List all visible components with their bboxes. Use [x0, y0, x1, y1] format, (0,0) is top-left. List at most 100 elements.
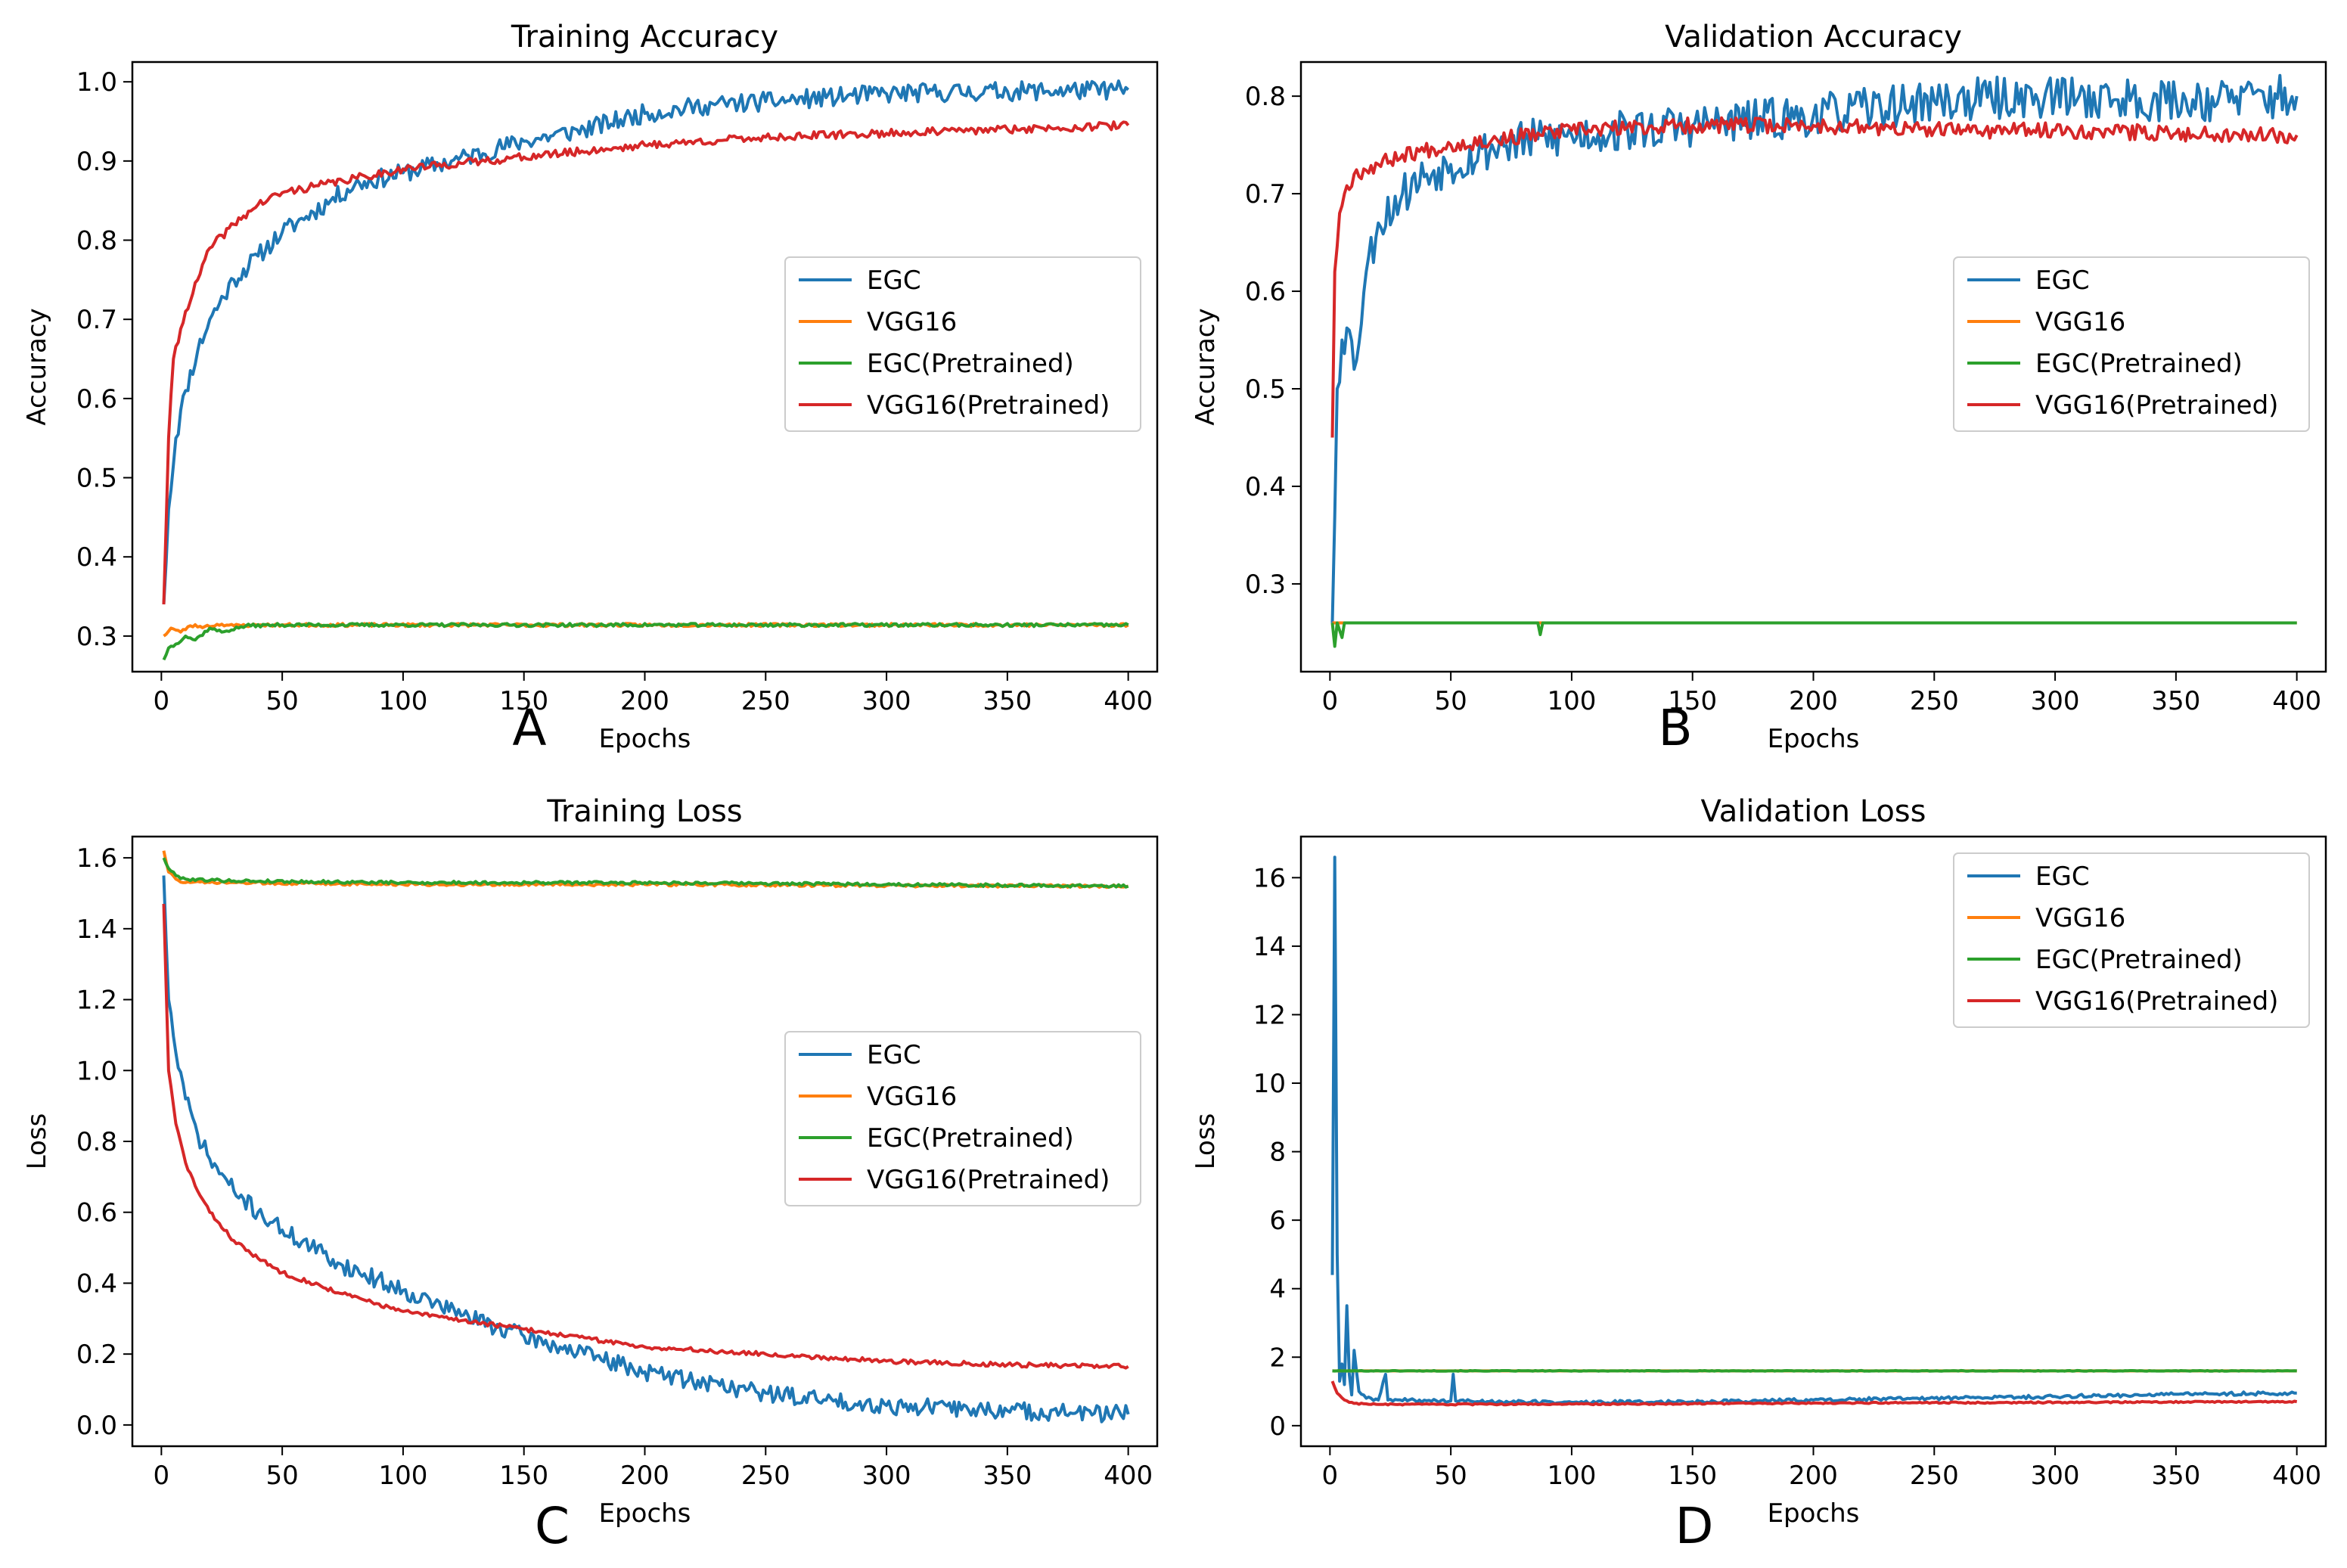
- legend-label: VGG16: [2035, 903, 2125, 933]
- legend: EGC VGG16 EGC(Pretrained) VGG16(Pretrained): [1953, 852, 2310, 1028]
- x-tick-label: 200: [620, 686, 669, 716]
- y-tick-label: 6: [1269, 1206, 1286, 1236]
- y-tick-label: 1.6: [76, 843, 117, 874]
- y-tick-label: 0.4: [76, 1268, 117, 1299]
- chart-title: Training Accuracy: [511, 20, 778, 54]
- legend-box: [784, 256, 1141, 432]
- series-line-egc: [162, 79, 1130, 605]
- x-tick-label: 350: [983, 686, 1032, 716]
- x-tick-label: 150: [1668, 1461, 1717, 1491]
- axes-frame: [1299, 61, 2327, 673]
- x-tick-label: 250: [1910, 686, 1959, 716]
- x-tick-label: 50: [266, 686, 299, 716]
- y-tick-label: 0.0: [76, 1411, 117, 1441]
- axes-frame: [131, 835, 1159, 1448]
- plot-area: [1330, 73, 2299, 648]
- legend-label: VGG16(Pretrained): [2035, 986, 2278, 1017]
- legend: EGC VGG16 EGC(Pretrained) VGG16(Pretrained): [784, 1031, 1141, 1206]
- y-tick-label: 0.5: [1245, 374, 1286, 405]
- y-tick-label: 0.3: [76, 622, 117, 652]
- panel-training-accuracy: Training Accuracy 0 50 100 150 200 250 300 350 40…: [22, 20, 1159, 757]
- y-tick-label: 2: [1269, 1343, 1286, 1373]
- chart-title: Validation Loss: [1701, 794, 1926, 829]
- y-tick-label: 0.8: [1245, 82, 1286, 112]
- y-axis-label: Accuracy: [22, 308, 52, 425]
- y-tick-label: 12: [1253, 1000, 1286, 1030]
- y-tick-label: 10: [1253, 1069, 1286, 1099]
- y-tick-label: 0.6: [76, 384, 117, 415]
- legend-box: [1953, 852, 2310, 1028]
- x-tick-label: 100: [378, 686, 427, 716]
- legend-label: EGC(Pretrained): [2035, 349, 2243, 379]
- x-tick-label: 300: [2031, 1461, 2080, 1491]
- y-tick-label: 0.7: [1245, 179, 1286, 210]
- legend-label: EGC: [2035, 265, 2090, 296]
- plot-area: [162, 850, 1130, 1424]
- y-tick-label: 0.6: [76, 1198, 117, 1228]
- legend-box: [784, 1031, 1141, 1206]
- x-tick-label: 300: [862, 1461, 911, 1491]
- y-tick-label: 1.0: [76, 67, 117, 98]
- x-axis-label: Epochs: [599, 724, 691, 754]
- legend-label: VGG16: [867, 1082, 957, 1112]
- series-line-egc: [162, 875, 1130, 1424]
- series-line-egc: [1330, 855, 2297, 1405]
- series-line-vgg16-pretrained: [162, 903, 1129, 1370]
- y-axis-label: Accuracy: [1191, 308, 1221, 425]
- plot-area: [162, 79, 1130, 661]
- x-tick-label: 0: [1322, 1461, 1339, 1491]
- x-tick-label: 150: [499, 686, 548, 716]
- series-line-vgg16-pretrained: [1330, 1380, 2298, 1407]
- y-tick-label: 1.4: [76, 914, 117, 945]
- legend: EGC VGG16 EGC(Pretrained) VGG16(Pretrained): [784, 256, 1141, 432]
- legend: EGC VGG16 EGC(Pretrained) VGG16(Pretrained): [1953, 256, 2310, 432]
- x-tick-label: 200: [1789, 686, 1838, 716]
- legend-label: EGC(Pretrained): [867, 349, 1074, 379]
- y-tick-label: 0.3: [1245, 570, 1286, 600]
- x-tick-label: 150: [1668, 686, 1717, 716]
- x-tick-label: 400: [1104, 686, 1153, 716]
- x-tick-label: 300: [862, 686, 911, 716]
- x-tick-label: 400: [1104, 1461, 1153, 1491]
- y-tick-label: 0.5: [76, 464, 117, 494]
- y-tick-label: 1.0: [76, 1056, 117, 1086]
- axes-frame: [131, 61, 1159, 673]
- y-axis-label: Loss: [22, 1113, 52, 1170]
- x-tick-label: 50: [266, 1461, 299, 1491]
- x-tick-label: 400: [2272, 686, 2321, 716]
- series-line-vgg16-pretrained: [1330, 116, 2299, 438]
- x-tick-label: 200: [620, 1461, 669, 1491]
- legend-label: VGG16: [867, 307, 957, 337]
- legend-label: VGG16(Pretrained): [867, 1165, 1110, 1195]
- y-tick-label: 0.2: [76, 1340, 117, 1370]
- panel-letter: A: [512, 699, 546, 757]
- x-axis-label: Epochs: [599, 1498, 691, 1529]
- panel-validation-accuracy: Validation Accuracy 0 50 100 150 200 250 300 350…: [1191, 20, 2327, 757]
- panel-letter: B: [1658, 699, 1692, 757]
- legend-label: EGC(Pretrained): [2035, 945, 2243, 975]
- chart-title: Training Loss: [546, 794, 742, 829]
- x-tick-label: 350: [2151, 1461, 2200, 1491]
- y-tick-label: 1.2: [76, 986, 117, 1016]
- x-tick-label: 250: [741, 1461, 790, 1491]
- panel-letter: C: [535, 1497, 570, 1555]
- legend-label: EGC(Pretrained): [867, 1123, 1074, 1153]
- legend-label: VGG16(Pretrained): [867, 390, 1110, 421]
- axes-frame: [1299, 835, 2327, 1448]
- x-axis-label: Epochs: [1768, 1498, 1860, 1529]
- y-tick-label: 0.9: [76, 147, 117, 177]
- panel-training-loss: Training Loss 0 50 100 150 200 250 300 350 400 0.0…: [22, 794, 1159, 1555]
- y-tick-label: 0.8: [76, 1127, 117, 1157]
- series-line-egc-pretrained: [162, 857, 1129, 889]
- y-tick-label: 0.6: [1245, 277, 1286, 307]
- series-line-egc-pretrained: [162, 622, 1129, 661]
- y-tick-label: 0.7: [76, 305, 117, 335]
- y-tick-label: 14: [1253, 932, 1286, 962]
- x-tick-label: 300: [2031, 686, 2080, 716]
- x-tick-label: 350: [2151, 686, 2200, 716]
- series-line-egc: [1330, 73, 2299, 623]
- y-tick-label: 0.4: [76, 542, 117, 573]
- x-tick-label: 0: [1322, 686, 1339, 716]
- x-tick-label: 150: [499, 1461, 548, 1491]
